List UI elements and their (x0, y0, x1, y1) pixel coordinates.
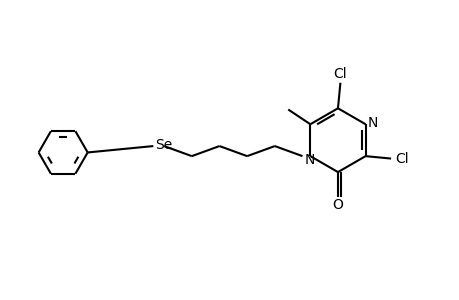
Text: Se: Se (155, 138, 173, 152)
Text: N: N (366, 116, 377, 130)
Text: N: N (303, 153, 314, 166)
Text: Cl: Cl (394, 152, 408, 166)
Text: Cl: Cl (333, 67, 347, 81)
Text: O: O (332, 198, 343, 212)
